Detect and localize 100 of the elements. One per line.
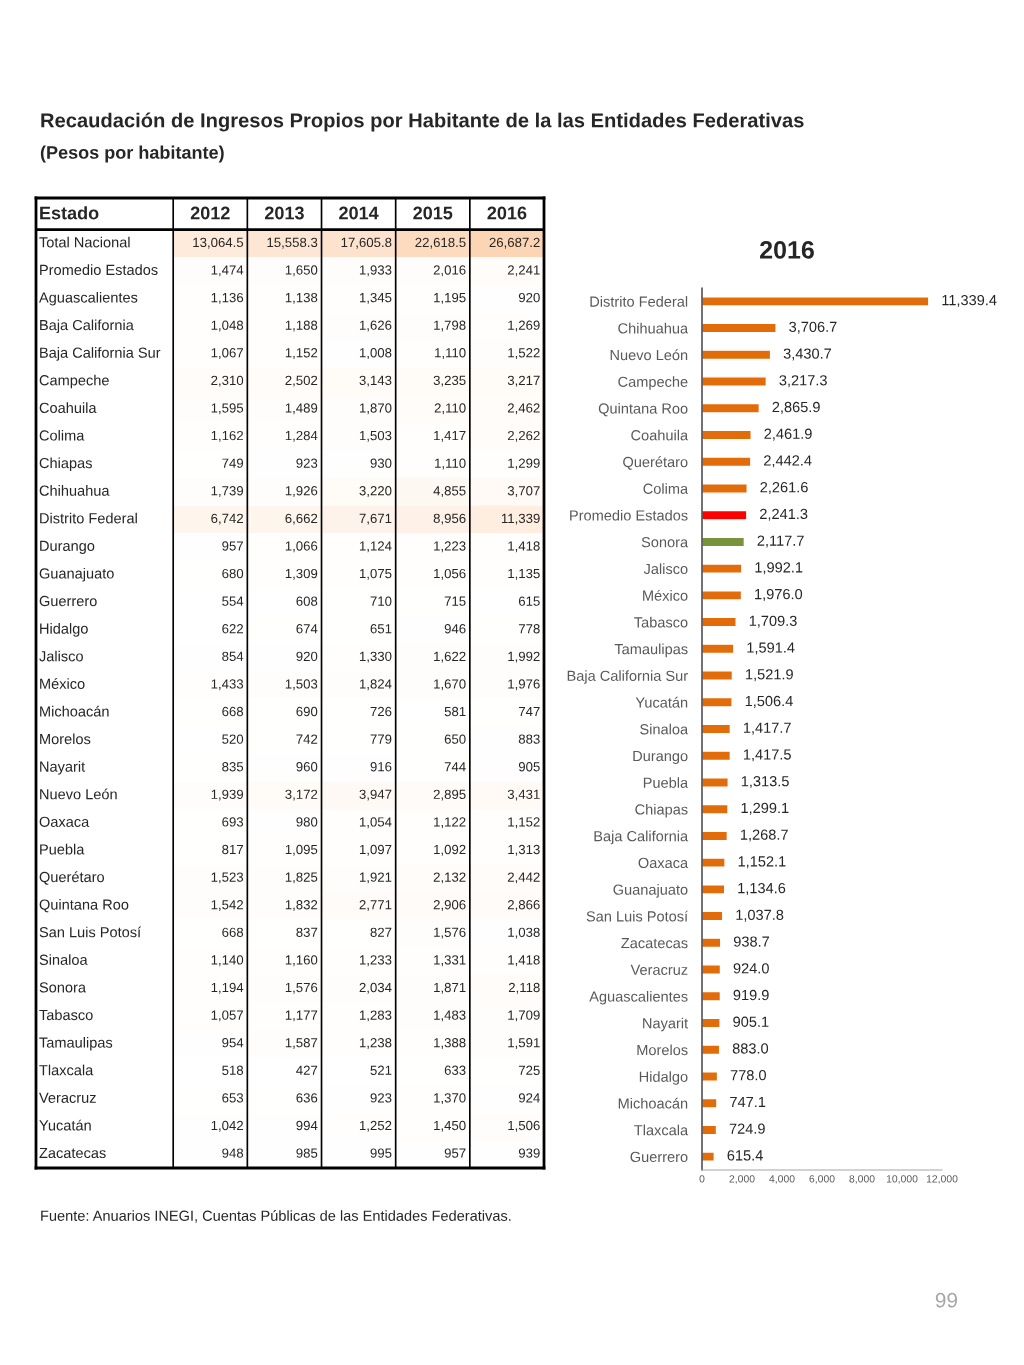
data-label: 1,048 xyxy=(211,320,244,332)
data-label: 1,650 xyxy=(285,265,318,277)
data-label: 3,947 xyxy=(359,789,392,801)
data-label: 980 xyxy=(296,817,318,827)
chart-title: 2016 xyxy=(760,241,814,259)
data-label: 2,442 xyxy=(507,872,540,884)
data-label: 690 xyxy=(296,706,318,717)
data-label: 1,591.4 xyxy=(747,642,795,655)
data-label: 15,558.3 xyxy=(267,237,318,249)
y-tick-label: Promedio Estados xyxy=(570,509,688,521)
data-label: 930 xyxy=(370,458,392,468)
y-tick-label: Chiapas xyxy=(635,803,688,818)
data-label: 747 xyxy=(518,707,540,717)
y-tick-label: Tlaxcala xyxy=(39,1064,94,1076)
x-tick-label: 6,000 xyxy=(809,1175,835,1184)
data-label: 779 xyxy=(370,734,392,744)
y-tick-label: Campeche xyxy=(39,374,109,389)
x-tick-label: 2,000 xyxy=(729,1175,755,1184)
data-label: 651 xyxy=(370,624,392,634)
y-tick-label: Colima xyxy=(39,429,85,441)
data-label: 1,092 xyxy=(434,844,466,856)
data-label: 1,188 xyxy=(285,320,318,332)
data-label: 2,016 xyxy=(433,265,466,277)
data-label: 883 xyxy=(518,734,540,744)
data-label: 2,118 xyxy=(508,982,540,994)
bar xyxy=(702,322,777,334)
data-label: 742 xyxy=(296,734,318,744)
y-tick-label: Zacatecas xyxy=(621,938,688,949)
data-label: 1,054 xyxy=(359,817,392,829)
y-tick-label: Promedio Estados xyxy=(40,264,158,276)
data-label: 954 xyxy=(222,1038,244,1048)
data-label: 1,433 xyxy=(211,679,244,691)
data-label: 521 xyxy=(370,1065,392,1075)
data-label: 11,339 xyxy=(501,513,540,525)
data-label: 520 xyxy=(222,734,244,744)
text: 99 xyxy=(935,1292,958,1308)
y-tick-label: Sonora xyxy=(39,982,86,993)
y-tick-label: Guerrero xyxy=(39,595,97,607)
data-label: 608 xyxy=(296,596,318,606)
data-label: 622 xyxy=(222,624,243,634)
data-label: 1,345 xyxy=(359,292,392,304)
data-label: 1,309 xyxy=(285,568,318,580)
data-label: 3,707 xyxy=(507,486,540,497)
data-label: 2,241 xyxy=(507,265,540,277)
data-label: 1,330 xyxy=(359,651,392,663)
data-label: 636 xyxy=(296,1093,318,1103)
data-label: 1,097 xyxy=(359,844,392,856)
data-label: 1,870 xyxy=(359,403,392,415)
data-label: 827 xyxy=(370,927,392,937)
data-label: 1,474 xyxy=(211,265,244,277)
data-label: 1,268.7 xyxy=(740,829,788,842)
chart-title: Recaudación de Ingresos Propios por Habitante de la las Entidades Federativas xyxy=(41,112,804,132)
data-label: 1,152 xyxy=(285,348,318,360)
y-tick-label: Nayarit xyxy=(40,761,86,775)
data-label: 680 xyxy=(222,568,244,579)
y-tick-label: Tabasco xyxy=(39,1009,93,1021)
data-label: 919.9 xyxy=(733,989,769,1001)
y-tick-label: Nuevo León xyxy=(610,349,688,361)
y-tick-label: Guanajuato xyxy=(39,567,114,582)
y-tick-label: Total Nacional xyxy=(39,236,130,248)
y-tick-label: Puebla xyxy=(40,843,85,855)
data-label: 1,626 xyxy=(359,320,392,332)
data-label: 1,066 xyxy=(285,541,318,553)
y-tick-label: Querétaro xyxy=(39,871,105,885)
data-label: 6,742 xyxy=(211,513,243,525)
y-tick-label: Hidalgo xyxy=(639,1071,688,1085)
x-tick-label: 4,000 xyxy=(769,1175,795,1184)
data-label: 1,450 xyxy=(434,1120,466,1132)
data-label: 1,008 xyxy=(359,348,392,360)
bar xyxy=(702,777,729,788)
data-label: 1,067 xyxy=(211,348,243,360)
data-label: 1,591 xyxy=(508,1038,540,1049)
data-label: 2,462 xyxy=(507,403,540,415)
data-label: 1,152 xyxy=(508,817,540,829)
data-label: 1,976 xyxy=(508,679,540,691)
data-label: 1,992.1 xyxy=(755,562,803,575)
data-label: 2,895 xyxy=(433,789,466,801)
y-tick-label: Guerrero xyxy=(630,1151,688,1163)
y-tick-label: Veracruz xyxy=(39,1092,96,1103)
data-label: 938.7 xyxy=(733,936,770,947)
data-label: 817 xyxy=(222,844,243,855)
data-label: 615 xyxy=(518,596,540,606)
data-label: 1,709 xyxy=(508,1010,540,1022)
data-label: 854 xyxy=(222,651,244,662)
y-tick-label: San Luis Potosí xyxy=(39,926,142,938)
data-label: 916 xyxy=(370,762,392,772)
data-label: 8,956 xyxy=(433,513,466,525)
data-label: 1,122 xyxy=(434,817,466,829)
data-label: 1,177 xyxy=(285,1010,318,1022)
x-tick-label: 2016 xyxy=(487,206,527,220)
x-tick-label: 12,000 xyxy=(926,1175,958,1184)
data-label: 1,095 xyxy=(285,844,318,856)
y-tick-label: Querétaro xyxy=(623,456,688,470)
x-tick-label: 2012 xyxy=(190,206,230,220)
bar xyxy=(702,990,722,1002)
data-label: 1,299 xyxy=(508,458,540,470)
data-label: 2,461.9 xyxy=(764,428,812,441)
data-label: 1,160 xyxy=(285,955,318,967)
data-label: 2,865.9 xyxy=(772,401,820,414)
y-tick-label: Morelos xyxy=(637,1044,688,1056)
